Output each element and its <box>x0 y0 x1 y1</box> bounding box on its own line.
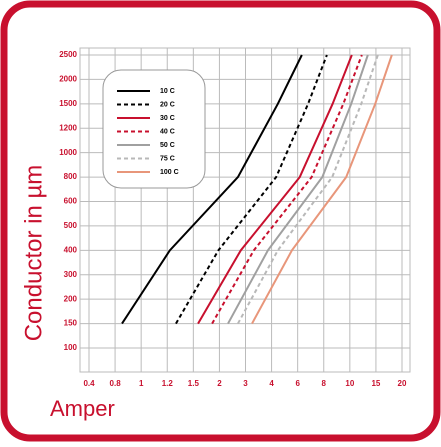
legend <box>102 69 206 189</box>
x-tick-label: 4 <box>269 379 274 388</box>
curves <box>121 54 393 325</box>
legend-label: 75 C <box>160 155 175 162</box>
legend-label: 20 C <box>160 101 175 108</box>
legend-items: 10 C 20 C 30 C 40 C 50 C 75 C 100 C <box>117 88 179 176</box>
curve <box>251 54 393 325</box>
y-tick-label: 2000 <box>59 75 77 84</box>
y-axis-label: Conductor in µm <box>20 165 47 342</box>
y-tick-label: 1200 <box>59 123 77 132</box>
legend-label: 100 C <box>160 169 179 176</box>
curve <box>175 54 328 325</box>
curve <box>227 54 369 325</box>
y-tick-label: 1500 <box>59 99 77 108</box>
x-tick-label: 0.4 <box>83 379 95 388</box>
x-tick-label: 2 <box>217 379 222 388</box>
legend-label: 40 C <box>160 128 175 135</box>
y-tick-label: 200 <box>64 294 78 303</box>
curve <box>211 54 363 325</box>
x-tick-label: 15 <box>371 379 380 388</box>
grid: 0.4 0.8 1 1.2 1.5 2 3 4 6 8 10 15 20 100 150 200 300 400 5… <box>59 48 410 388</box>
x-tick-label: 6 <box>295 379 300 388</box>
x-tick-label: 1.5 <box>188 379 200 388</box>
curve <box>197 54 353 325</box>
legend-label: 50 C <box>160 142 175 149</box>
y-tick-label: 1000 <box>59 148 77 157</box>
x-tick-label: 3 <box>243 379 248 388</box>
y-tick-label: 500 <box>64 221 78 230</box>
y-tick-label: 800 <box>64 172 78 181</box>
x-tick-label: 8 <box>322 379 327 388</box>
x-tick-label: 1 <box>139 379 144 388</box>
x-tick-label: 20 <box>398 379 407 388</box>
legend-label: 30 C <box>160 115 175 122</box>
y-tick-label: 600 <box>64 197 78 206</box>
x-tick-label: 1.2 <box>162 379 174 388</box>
legend-label: 10 C <box>160 88 175 95</box>
curve <box>121 54 303 325</box>
y-tick-label: 400 <box>64 245 78 254</box>
x-axis-label: Amper <box>50 396 115 421</box>
x-tick-label: 0.8 <box>110 379 122 388</box>
y-tick-label: 100 <box>64 343 78 352</box>
y-tick-label: 300 <box>64 270 78 279</box>
x-tick-label: 10 <box>345 379 354 388</box>
y-tick-label: 150 <box>64 319 78 328</box>
y-tick-label: 2500 <box>59 50 77 59</box>
